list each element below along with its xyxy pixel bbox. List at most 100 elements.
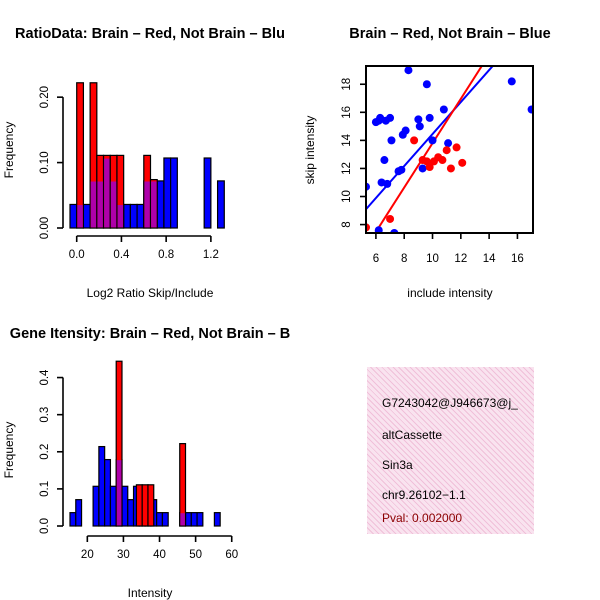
point-brain bbox=[438, 156, 447, 165]
bar-overlap-1 bbox=[90, 181, 97, 228]
point-not-brain bbox=[507, 77, 516, 86]
x-tick-label: 6 bbox=[373, 253, 379, 265]
bar-brain-4 bbox=[179, 443, 187, 527]
bar-not-brain-1 bbox=[75, 499, 83, 527]
point-not-brain bbox=[422, 80, 431, 89]
bar-not-brain-16 bbox=[184, 512, 192, 527]
y-tick-label: 0.00 bbox=[39, 217, 51, 239]
bar-not-brain-13 bbox=[156, 180, 165, 229]
x-tick-label: 60 bbox=[225, 549, 238, 561]
ratio-histogram-xlabel: Log2 Ratio Skip/Include bbox=[87, 286, 214, 300]
ratio-histogram-axes: 0.0 0.4 0.8 1.2 0.00 0.10 0.20 bbox=[39, 86, 219, 261]
ratio-histogram-ylabel: Frequency bbox=[2, 122, 16, 179]
point-not-brain bbox=[439, 105, 448, 114]
bar-not-brain-7 bbox=[121, 485, 129, 527]
bar-not-brain-17 bbox=[216, 180, 225, 229]
bar-not-brain-13 bbox=[156, 512, 164, 527]
bar-overlap-2 bbox=[97, 181, 103, 228]
x-tick-label: 1.2 bbox=[203, 249, 219, 261]
bar-not-brain-15 bbox=[170, 157, 178, 229]
bar-not-brain-8 bbox=[127, 499, 135, 527]
bar-not-brain-2 bbox=[92, 485, 100, 527]
y-tick-label: 0.20 bbox=[39, 86, 51, 108]
bar-not-brain-19 bbox=[213, 512, 221, 527]
point-brain bbox=[410, 136, 419, 145]
bar-not-brain-0 bbox=[69, 512, 77, 527]
scatter-frame bbox=[365, 65, 534, 234]
x-tick-label: 20 bbox=[81, 549, 94, 561]
bar-brain-0 bbox=[115, 360, 123, 527]
x-tick-label: 12 bbox=[454, 253, 467, 265]
bar-not-brain-17 bbox=[190, 512, 198, 527]
bar-overlap-4 bbox=[180, 513, 185, 526]
bar-overlap-0 bbox=[116, 460, 122, 526]
x-tick-label: 0.0 bbox=[69, 249, 85, 261]
y-tick-label: 0.3 bbox=[39, 407, 51, 423]
intensity-histogram-axes: 20 30 40 50 60 0.0 0.1 0.2 0.3 0.4 bbox=[39, 369, 238, 561]
bar-overlap-3 bbox=[104, 158, 110, 228]
point-brain bbox=[442, 146, 451, 155]
gene-name: Sin3a bbox=[382, 458, 413, 472]
scatter-panel: Brain – Red, Not Brain – Blue include in… bbox=[303, 26, 551, 300]
bar-not-brain-9 bbox=[129, 203, 138, 229]
bar-not-brain-16 bbox=[203, 157, 212, 229]
point-not-brain bbox=[444, 139, 453, 148]
point-not-brain bbox=[401, 126, 410, 135]
bar-not-brain-18 bbox=[196, 512, 204, 527]
intensity-histogram-ylabel: Frequency bbox=[2, 422, 16, 479]
x-tick-label: 50 bbox=[189, 549, 202, 561]
intensity-histogram-panel: Gene Itensity: Brain – Red, Not Brain – … bbox=[2, 326, 290, 600]
bar-not-brain-0 bbox=[69, 203, 78, 229]
point-brain bbox=[446, 164, 455, 173]
fit-line-red bbox=[374, 66, 483, 233]
scatter-plot-area bbox=[366, 66, 533, 233]
point-not-brain bbox=[374, 226, 383, 233]
y-tick-label: 0.4 bbox=[39, 369, 51, 386]
y-tick-label: 12 bbox=[341, 162, 353, 175]
x-tick-label: 30 bbox=[117, 549, 130, 561]
y-tick-label: 14 bbox=[341, 133, 353, 146]
x-tick-label: 10 bbox=[426, 253, 439, 265]
point-brain bbox=[452, 143, 461, 152]
bar-brain-2 bbox=[141, 484, 149, 527]
point-brain bbox=[458, 158, 467, 167]
x-tick-label: 40 bbox=[153, 549, 166, 561]
point-not-brain bbox=[415, 122, 424, 131]
point-not-brain bbox=[397, 165, 406, 174]
y-tick-label: 18 bbox=[341, 78, 353, 91]
bar-overlap-4 bbox=[110, 181, 117, 228]
scatter-axes: 6 8 10 12 14 16 8 10 12 14 16 18 bbox=[341, 65, 534, 265]
event-type: altCassette bbox=[382, 428, 443, 442]
ratio-histogram-panel: RatioData: Brain – Red, Not Brain – Blu … bbox=[2, 26, 285, 300]
x-tick-label: 8 bbox=[401, 253, 407, 265]
bar-not-brain-3 bbox=[98, 445, 106, 527]
bar-not-brain-2 bbox=[82, 203, 91, 229]
bar-brain-1 bbox=[135, 484, 143, 527]
point-not-brain bbox=[425, 113, 434, 122]
bar-overlap-0 bbox=[77, 205, 83, 228]
p-value: Pval: 0.002000 bbox=[382, 511, 463, 525]
bar-overlap-5 bbox=[117, 205, 124, 228]
bar-overlap-6 bbox=[144, 181, 150, 228]
point-not-brain bbox=[380, 156, 389, 165]
y-tick-label: 10 bbox=[341, 190, 353, 203]
x-tick-label: 14 bbox=[483, 253, 496, 265]
y-tick-label: 16 bbox=[341, 106, 353, 119]
point-brain bbox=[425, 163, 434, 172]
bar-overlap-7 bbox=[151, 181, 157, 228]
x-tick-label: 0.4 bbox=[113, 249, 130, 261]
bar-brain-0 bbox=[76, 82, 85, 229]
bar-not-brain-10 bbox=[136, 203, 145, 229]
bar-not-brain-14 bbox=[161, 512, 169, 527]
bar-not-brain-4 bbox=[104, 458, 112, 527]
bar-brain-3 bbox=[147, 484, 155, 527]
point-not-brain bbox=[387, 136, 396, 145]
intensity-histogram-bars bbox=[69, 360, 221, 527]
point-not-brain bbox=[383, 179, 392, 188]
y-tick-label: 0.2 bbox=[39, 444, 51, 460]
scatter-ylabel: skip intensity bbox=[303, 116, 317, 185]
ratio-histogram-bars bbox=[69, 82, 225, 229]
point-not-brain bbox=[418, 164, 427, 173]
scatter-clipped-group bbox=[366, 66, 533, 233]
